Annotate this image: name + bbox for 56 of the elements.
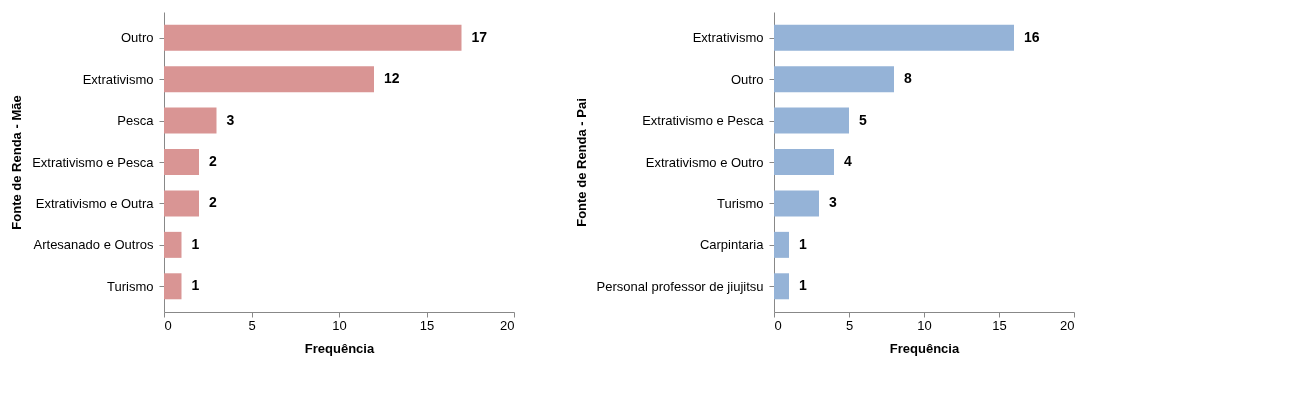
bar (774, 190, 819, 217)
y-tick-label: Turismo (107, 278, 154, 294)
data-label: 4 (844, 153, 852, 169)
y-tick-label: Extrativismo e Outro (645, 154, 764, 170)
data-label: 2 (209, 194, 217, 211)
bar (774, 149, 834, 175)
data-label: 1 (191, 277, 200, 294)
bar (164, 273, 182, 300)
x-axis-title: Frequência (304, 340, 375, 356)
x-tick-label: 20 (1060, 317, 1075, 333)
bar (774, 66, 894, 93)
y-tick-label: Turismo (717, 195, 764, 211)
x-tick-label: 15 (992, 317, 1007, 333)
bar (774, 24, 1014, 51)
bar (164, 24, 462, 51)
x-tick-label: 5 (248, 317, 256, 333)
y-tick-label: Extrativismo (82, 71, 154, 87)
data-label: 3 (226, 111, 235, 128)
x-tick-label: 10 (917, 317, 932, 333)
y-tick-label: Extrativismo e Pesca (642, 113, 765, 129)
y-tick-label: Artesanado e Outros (33, 237, 154, 253)
bar (774, 107, 849, 134)
y-tick-label: Extrativismo e Pesca (32, 154, 155, 170)
y-tick-label: Personal professor de jiujitsu (596, 278, 764, 294)
bar (164, 190, 199, 217)
x-tick-label: 20 (500, 317, 515, 333)
data-label: 12 (384, 70, 400, 87)
y-axis-title: Fonte de Renda - Pai (573, 98, 589, 227)
data-label: 1 (191, 235, 200, 252)
y-tick-label: Carpintaria (699, 237, 765, 253)
x-tick-label: 10 (332, 317, 347, 333)
data-label: 17 (471, 28, 488, 45)
x-tick-label: 0 (164, 317, 172, 333)
data-label: 16 (1024, 28, 1040, 45)
y-tick-label: Outro (730, 71, 764, 87)
bar (774, 273, 789, 300)
bar (774, 231, 789, 258)
bar (164, 66, 374, 93)
bar (164, 107, 217, 134)
y-tick-label: Outro (120, 30, 154, 46)
bar (164, 231, 182, 258)
data-label: 3 (829, 194, 837, 211)
bar (164, 149, 199, 175)
data-label: 2 (209, 153, 217, 169)
y-tick-label: Extrativismo e Outra (35, 195, 155, 211)
x-tick-label: 5 (845, 317, 854, 333)
y-tick-label: Extrativismo (692, 30, 764, 46)
y-axis-title: Fonte de Renda - Mãe (9, 95, 25, 230)
x-tick-label: 15 (419, 317, 435, 333)
x-axis-title: Frequência (889, 340, 960, 356)
x-tick-label: 0 (774, 317, 782, 333)
data-label: 8 (904, 70, 912, 87)
data-label: 5 (859, 111, 867, 128)
y-tick-label: Pesca (117, 113, 155, 129)
data-label: 1 (799, 235, 807, 252)
data-label: 1 (799, 277, 807, 294)
